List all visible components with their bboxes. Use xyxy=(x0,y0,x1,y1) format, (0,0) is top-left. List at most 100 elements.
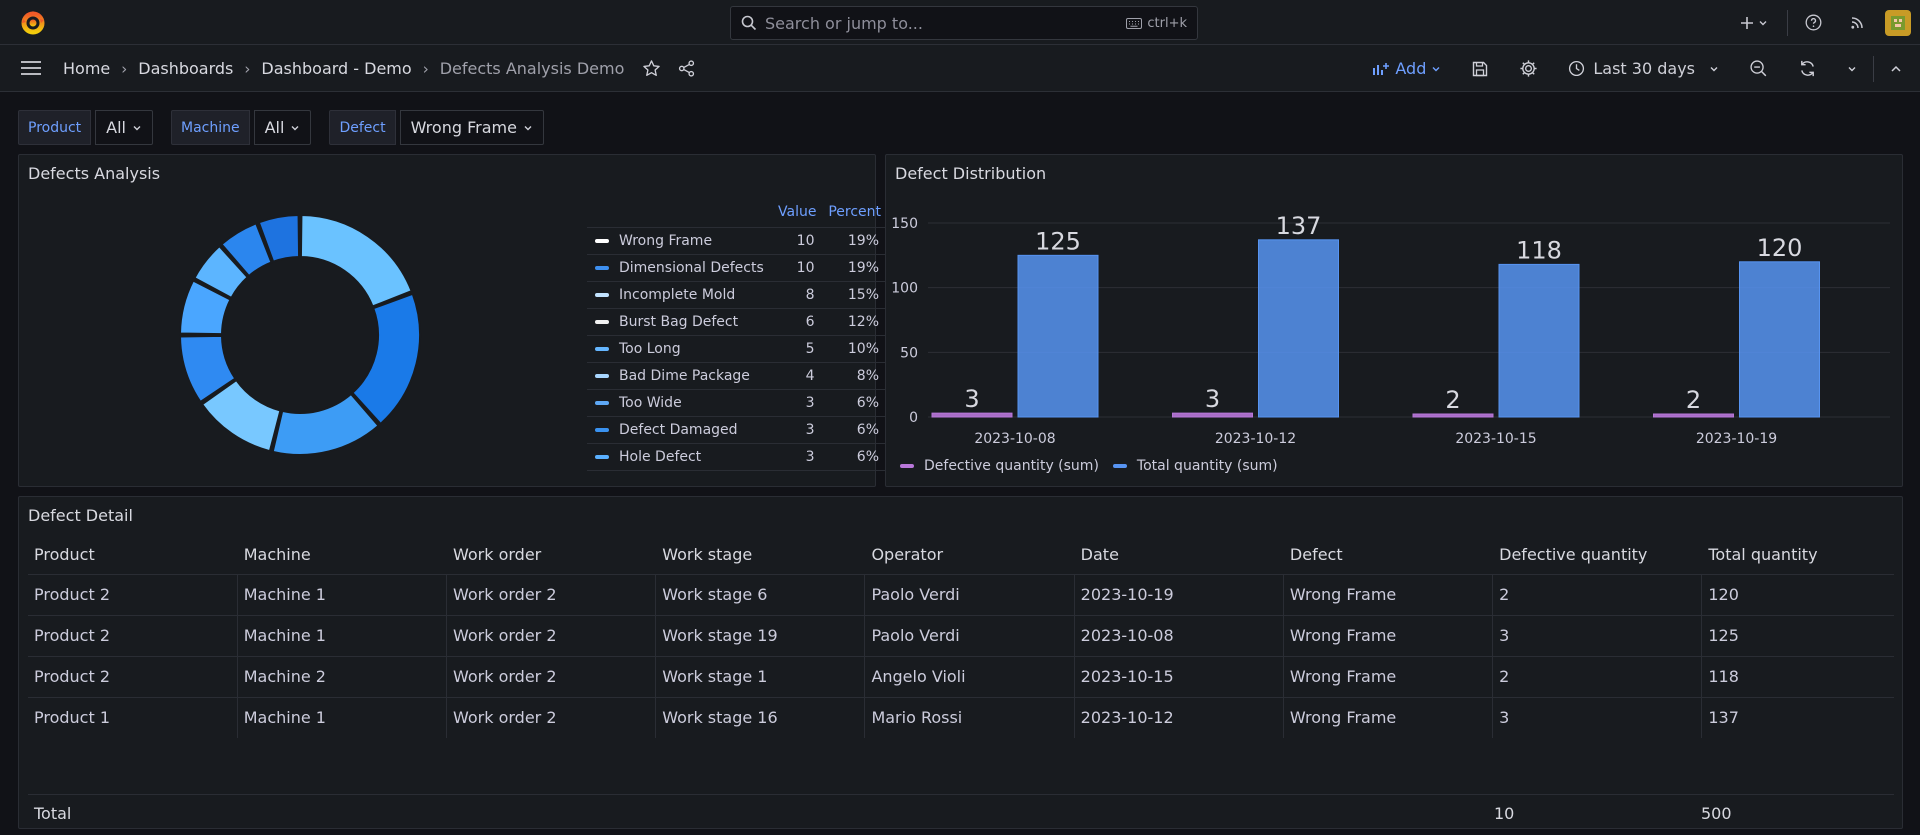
legend-item-total[interactable]: Total quantity (sum) xyxy=(1112,458,1278,474)
column-header[interactable]: Total quantity xyxy=(1701,535,1894,575)
variable-label-defect: Defect xyxy=(329,110,396,145)
column-header[interactable]: Work stage xyxy=(655,535,865,575)
legend-row[interactable]: Bad Dime Package 4 8% xyxy=(587,362,887,390)
panel-title[interactable]: Defect Distribution xyxy=(895,164,1047,183)
legend-swatch xyxy=(595,427,609,432)
variable-select-machine[interactable]: All xyxy=(253,110,312,145)
star-icon[interactable] xyxy=(642,59,661,78)
y-tick-label: 0 xyxy=(909,410,918,426)
y-tick-label: 50 xyxy=(900,345,918,361)
column-header[interactable]: Date xyxy=(1074,535,1284,575)
column-header[interactable]: Operator xyxy=(864,535,1075,575)
legend-percent: 8% xyxy=(822,362,887,390)
donut-slice[interactable] xyxy=(178,279,232,336)
legend-row[interactable]: Hole Defect 3 6% xyxy=(587,443,887,471)
breadcrumb: Home › Dashboards › Dashboard - Demo › D… xyxy=(63,45,696,92)
breadcrumb-folder[interactable]: Dashboard - Demo xyxy=(261,59,412,78)
table-cell: 137 xyxy=(1701,697,1894,738)
legend-row[interactable]: Incomplete Mold 8 15% xyxy=(587,281,887,309)
legend-item-defective[interactable]: Defective quantity (sum) xyxy=(900,458,1099,474)
share-icon[interactable] xyxy=(677,59,696,78)
table-row[interactable]: Product 2 Machine 1 Work order 2 Work stage… xyxy=(28,615,1894,657)
defect-distribution-panel: Defect Distribution 0 50 100 150 3 125 2023-10… xyxy=(885,154,1903,487)
column-header[interactable]: Machine xyxy=(237,535,447,575)
search-input[interactable]: Search or jump to... ctrl+k xyxy=(730,6,1198,40)
legend-value: 5 xyxy=(763,335,823,363)
x-tick-label: 2023-10-12 xyxy=(1215,431,1296,445)
panel-title[interactable]: Defects Analysis xyxy=(28,164,161,183)
bar-defective[interactable] xyxy=(931,412,1013,418)
refresh-interval-chevron-icon[interactable] xyxy=(1847,64,1857,74)
column-header[interactable]: Work order xyxy=(446,535,656,575)
settings-gear-icon[interactable] xyxy=(1519,59,1538,78)
legend-row[interactable]: Wrong Frame 10 19% xyxy=(587,227,887,255)
legend-name: Dimensional Defects xyxy=(587,254,764,282)
time-range-picker[interactable]: Last 30 days xyxy=(1568,59,1719,78)
legend-label: Incomplete Mold xyxy=(619,286,736,303)
hamburger-icon xyxy=(21,61,41,75)
new-menu-button[interactable] xyxy=(1733,16,1775,30)
variable-label-machine: Machine xyxy=(171,110,250,145)
legend-header-percent[interactable]: Percent xyxy=(822,203,887,228)
bar-total[interactable] xyxy=(1258,239,1339,418)
breadcrumb-home[interactable]: Home xyxy=(63,59,111,78)
donut-slice[interactable] xyxy=(271,392,380,456)
menu-toggle-button[interactable] xyxy=(20,59,42,77)
table-cell: 125 xyxy=(1701,615,1894,657)
zoom-out-icon[interactable] xyxy=(1749,59,1768,78)
chevron-down-icon xyxy=(1432,66,1440,71)
breadcrumb-current: Defects Analysis Demo xyxy=(439,59,625,78)
chevron-down-icon xyxy=(133,125,141,130)
legend-percent: 6% xyxy=(822,416,887,444)
donut-slice[interactable] xyxy=(178,334,237,404)
help-button[interactable] xyxy=(1788,14,1838,31)
legend-label: Wrong Frame xyxy=(619,232,713,249)
legend-row[interactable]: Dimensional Defects 10 19% xyxy=(587,254,887,282)
column-header[interactable]: Product xyxy=(28,535,238,575)
table-row[interactable]: Product 2 Machine 1 Work order 2 Work stage… xyxy=(28,574,1894,616)
save-icon[interactable] xyxy=(1471,60,1489,78)
donut-slice[interactable] xyxy=(220,222,273,278)
news-button[interactable] xyxy=(1838,15,1876,30)
breadcrumb-dashboards[interactable]: Dashboards xyxy=(138,59,234,78)
panel-title[interactable]: Defect Detail xyxy=(28,506,133,525)
collapse-chevron-up-icon[interactable] xyxy=(1890,63,1902,75)
table-row[interactable]: Product 2 Machine 2 Work order 2 Work stage… xyxy=(28,656,1894,698)
variable-select-product[interactable]: All xyxy=(95,110,153,145)
clock-icon xyxy=(1569,60,1585,77)
add-button[interactable]: Add xyxy=(1372,59,1441,78)
table-cell: 2023-10-08 xyxy=(1073,615,1284,657)
grafana-logo-icon[interactable] xyxy=(20,10,46,36)
donut-slice[interactable] xyxy=(299,213,413,308)
legend-header-value[interactable]: Value xyxy=(763,203,823,228)
legend-row[interactable]: Defect Damaged 3 6% xyxy=(587,416,887,444)
bar-total[interactable] xyxy=(1017,254,1099,418)
bar-chart: 0 50 100 150 3 125 2023-10-08 3 137 2023-10-12 2 11… xyxy=(891,212,1890,445)
table-cell: 3 xyxy=(1492,615,1702,657)
table-cell: Work order 2 xyxy=(445,697,656,738)
bar-total[interactable] xyxy=(1498,263,1580,418)
help-icon xyxy=(1805,14,1821,31)
legend-row[interactable]: Burst Bag Defect 6 12% xyxy=(587,308,887,336)
donut-slice[interactable] xyxy=(351,292,421,426)
donut-slice[interactable] xyxy=(257,213,301,264)
table-row[interactable]: Product 1 Machine 1 Work order 2 Work stage… xyxy=(28,697,1894,738)
variable-select-defect[interactable]: Wrong Frame xyxy=(399,110,544,145)
x-tick-label: 2023-10-15 xyxy=(1455,431,1536,445)
column-header[interactable]: Defective quantity xyxy=(1492,535,1702,575)
legend-percent: 15% xyxy=(822,281,887,309)
legend-percent: 6% xyxy=(822,389,887,417)
y-tick-label: 100 xyxy=(891,281,918,297)
refresh-icon[interactable] xyxy=(1798,59,1817,78)
bar-total[interactable] xyxy=(1739,261,1820,418)
user-avatar-icon[interactable] xyxy=(1885,9,1911,36)
donut-slice[interactable] xyxy=(193,244,249,300)
bar-defective[interactable] xyxy=(1653,413,1734,418)
column-header[interactable]: Defect xyxy=(1283,535,1493,575)
bar-defective[interactable] xyxy=(1412,413,1494,418)
bar-defective[interactable] xyxy=(1172,412,1253,418)
legend-row[interactable]: Too Wide 3 6% xyxy=(587,389,887,417)
legend-value: 3 xyxy=(763,416,823,444)
legend-row[interactable]: Too Long 5 10% xyxy=(587,335,887,363)
donut-slice[interactable] xyxy=(200,378,282,453)
